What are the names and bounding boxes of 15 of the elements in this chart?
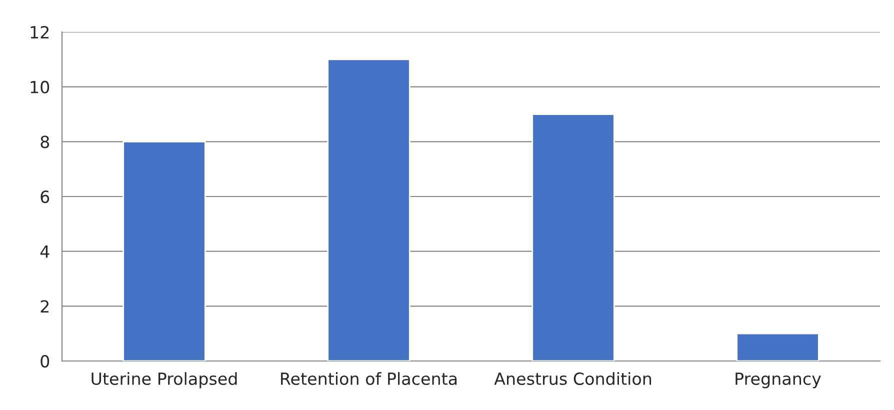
bar — [736, 332, 820, 361]
y-tick-label: 6 — [40, 190, 50, 204]
y-tick-label: 8 — [40, 136, 50, 148]
x-tick-label: Retention of Placenta — [281, 372, 457, 386]
y-tick-label: 2 — [40, 300, 49, 312]
y-tick-label: 10 — [30, 80, 50, 94]
bar — [532, 114, 615, 361]
y-tick-label: 0 — [40, 354, 50, 368]
x-tick-label: Uterine Prolapsed — [92, 372, 237, 388]
y-tick-label: 4 — [40, 246, 50, 258]
y-tick-label: 12 — [30, 26, 49, 38]
x-tick-label: Anestrus Condition — [494, 372, 652, 386]
bar — [327, 58, 410, 361]
bar — [122, 140, 206, 361]
x-tick-label: Pregnancy — [736, 372, 821, 388]
